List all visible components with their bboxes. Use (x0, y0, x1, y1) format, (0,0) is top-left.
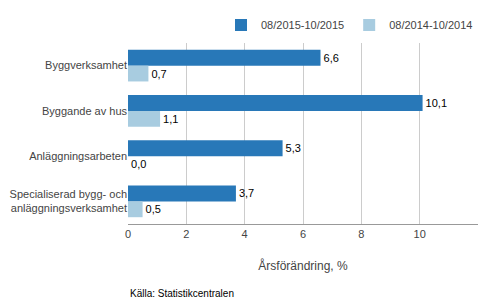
svg-text:0,7: 0,7 (151, 68, 166, 80)
svg-text:0,0: 0,0 (131, 158, 146, 170)
svg-text:08/2015-10/2015: 08/2015-10/2015 (261, 19, 344, 31)
svg-text:1,1: 1,1 (163, 113, 178, 125)
svg-text:Anläggningsarbeten: Anläggningsarbeten (29, 150, 127, 162)
svg-text:08/2014-10/2014: 08/2014-10/2014 (389, 19, 472, 31)
svg-text:Källa: Statistikcentralen: Källa: Statistikcentralen (130, 288, 234, 299)
svg-text:8: 8 (358, 228, 364, 240)
svg-text:2: 2 (183, 228, 189, 240)
svg-text:5,3: 5,3 (286, 142, 301, 154)
svg-text:10: 10 (414, 228, 426, 240)
svg-text:3,7: 3,7 (239, 187, 254, 199)
svg-text:0,5: 0,5 (146, 203, 161, 215)
svg-text:6,6: 6,6 (324, 52, 339, 64)
svg-text:10,1: 10,1 (426, 97, 447, 109)
svg-text:6: 6 (300, 228, 306, 240)
svg-text:Byggande av hus: Byggande av hus (42, 105, 128, 117)
svg-text:0: 0 (125, 228, 131, 240)
svg-text:4: 4 (242, 228, 248, 240)
svg-text:Specialiserad bygg- ochanläggn: Specialiserad bygg- ochanläggningsverksa… (10, 188, 127, 214)
svg-text:Årsförändring, %: Årsförändring, % (258, 258, 348, 273)
svg-text:Byggverksamhet: Byggverksamhet (45, 59, 127, 71)
